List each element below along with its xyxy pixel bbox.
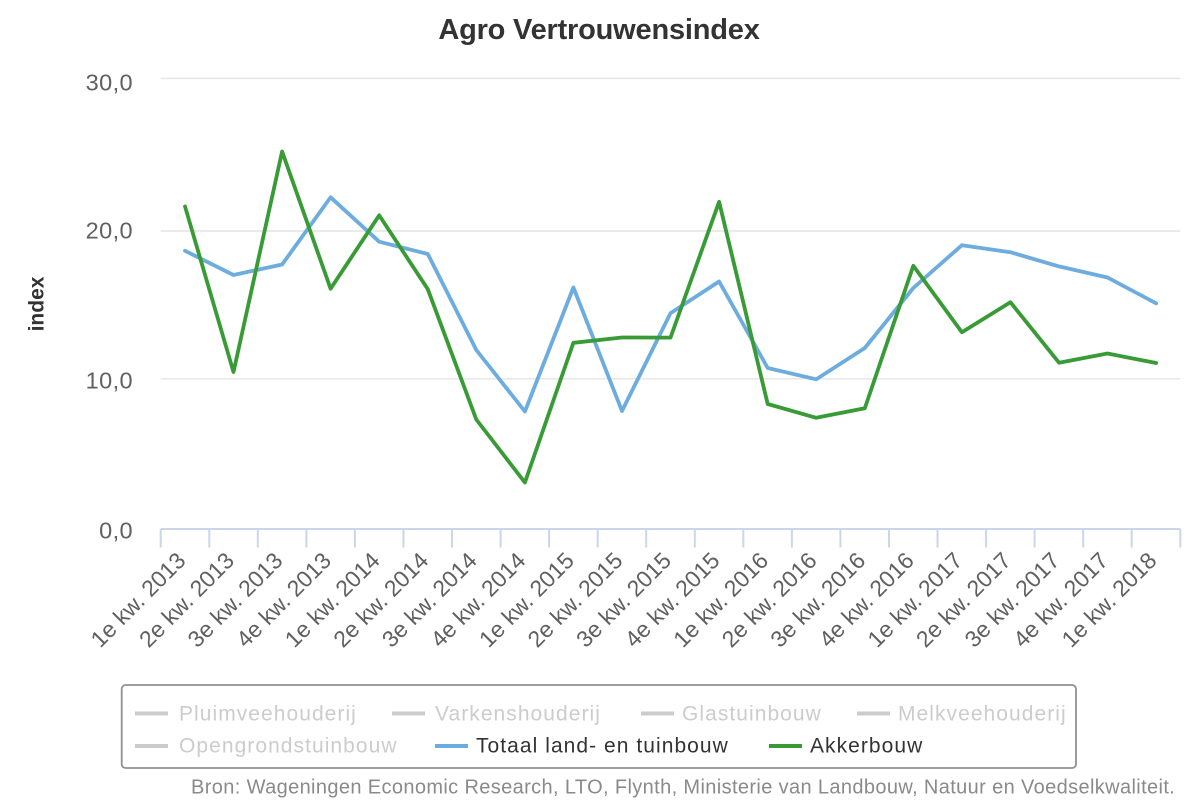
svg-text:10,0: 10,0 bbox=[86, 367, 133, 393]
svg-text:Agro Vertrouwensindex: Agro Vertrouwensindex bbox=[438, 14, 759, 46]
svg-text:Bron: Wageningen Economic Rese: Bron: Wageningen Economic Research, LTO,… bbox=[191, 777, 1175, 799]
svg-text:Glastuinbouw: Glastuinbouw bbox=[682, 703, 822, 726]
svg-text:index: index bbox=[26, 276, 49, 331]
svg-text:Totaal land- en tuinbouw: Totaal land- en tuinbouw bbox=[476, 734, 729, 757]
svg-text:0,0: 0,0 bbox=[99, 517, 133, 543]
svg-text:Opengrondstuinbouw: Opengrondstuinbouw bbox=[179, 734, 398, 757]
svg-text:30,0: 30,0 bbox=[86, 69, 133, 95]
svg-text:Akkerbouw: Akkerbouw bbox=[810, 734, 923, 757]
svg-text:20,0: 20,0 bbox=[86, 217, 133, 243]
svg-text:Melkveehouderij: Melkveehouderij bbox=[898, 703, 1067, 726]
svg-text:Varkenshouderij: Varkenshouderij bbox=[435, 703, 601, 726]
svg-text:Pluimveehouderij: Pluimveehouderij bbox=[179, 703, 357, 726]
